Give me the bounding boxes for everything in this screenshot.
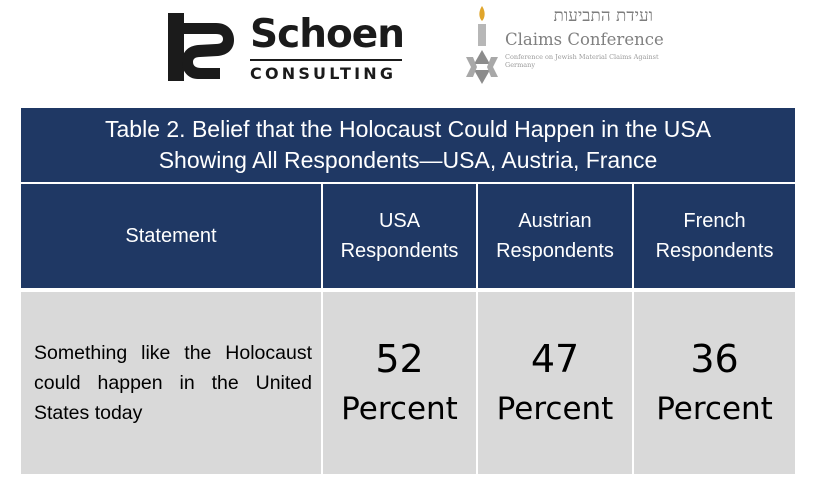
header-austrian-respondents: Austrian Respondents [477,183,634,290]
schoen-s-mark-icon [168,13,234,81]
statement-cell: Something like the Holocaust could happe… [21,288,322,474]
claims-conference-tagline: Conference on Jewish Material Claims Aga… [505,53,659,69]
schoen-divider [250,59,402,61]
table-title-line-1: Table 2. Belief that the Holocaust Could… [105,116,712,142]
usa-value-cell: 52 Percent [321,288,477,474]
table-row: Something like the Holocaust could happe… [21,288,796,474]
table-header-row: Statement USA Respondents Austrian Respo… [21,183,796,290]
header-french-respondents: French Respondents [633,183,796,290]
french-value-cell: 36 Percent [631,288,796,474]
schoen-name: Schoen [250,12,405,57]
claims-conference-name: Claims Conference [505,30,664,49]
austrian-percent-value: 47 [530,337,580,381]
austrian-percent-unit: Percent [496,391,614,427]
usa-percent-value: 52 [375,337,424,381]
header-usa-respondents: USA Respondents [322,183,478,290]
table-title: Table 2. Belief that the Holocaust Could… [21,108,796,184]
logo-banner: Schoen CONSULTING ועידת התביעות Claims C… [0,0,816,100]
usa-percent-unit: Percent [341,391,458,427]
claims-conference-logo: ועידת התביעות Claims Conference Conferen… [463,4,673,90]
results-table: Table 2. Belief that the Holocaust Could… [21,108,796,474]
french-percent-unit: Percent [656,391,773,427]
header-statement: Statement [21,183,323,290]
schoen-subtitle: CONSULTING [250,64,397,83]
claims-hebrew-name: ועידת התביעות [553,6,653,26]
candle-star-icon [466,6,498,84]
table-title-line-2: Showing All Respondents—USA, Austria, Fr… [158,147,658,173]
austrian-value-cell: 47 Percent [476,288,633,474]
french-percent-value: 36 [690,337,739,381]
schoen-consulting-logo: Schoen CONSULTING [168,12,405,83]
